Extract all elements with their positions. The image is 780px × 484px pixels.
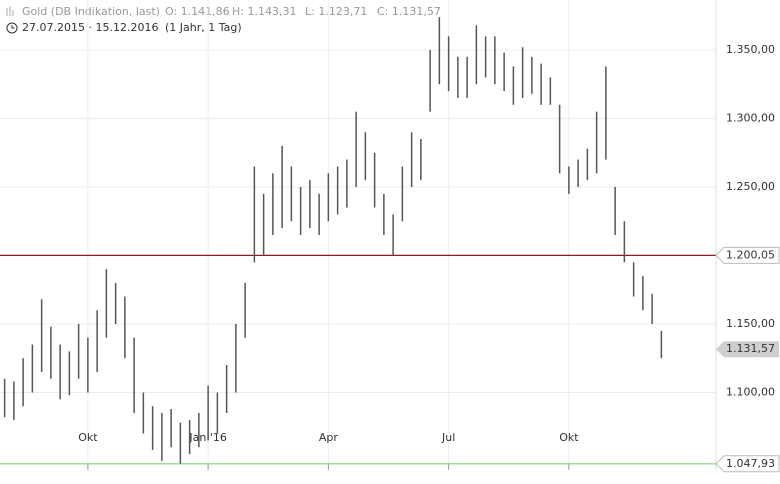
y-tick-label: 1.250,00 <box>726 180 775 193</box>
period: (1 Jahr, 1 Tag) <box>165 21 242 34</box>
chart-icon <box>6 6 14 16</box>
clock-hand <box>11 25 15 29</box>
quote: C: 1.131,57 <box>377 5 441 18</box>
y-tick-label: 1.100,00 <box>726 385 775 398</box>
level-tag <box>715 246 780 264</box>
quote: H: 1.143,31 <box>232 5 296 18</box>
level-label: 1.200,05 <box>726 248 775 261</box>
header: Gold (DB Indikation, last) 27.07.2015 · … <box>6 5 242 34</box>
last-price-tag <box>716 341 779 358</box>
x-tick-label: Apr <box>319 431 339 444</box>
clock-icon <box>6 22 18 34</box>
y-tick-label: 1.300,00 <box>726 111 775 124</box>
date-range: 27.07.2015 · 15.12.2016 <box>22 21 158 34</box>
x-tick-label: Jul <box>441 431 455 444</box>
level-label: 1.047,93 <box>726 457 775 470</box>
x-tick-label: Okt <box>559 431 579 444</box>
x-tick-label: Okt <box>78 431 98 444</box>
chart-title: Gold (DB Indikation, last) <box>22 5 160 18</box>
last-price-label: 1.131,57 <box>726 342 775 355</box>
y-tick-label: 1.350,00 <box>726 43 775 56</box>
quote: L: 1.123,71 <box>305 5 367 18</box>
quote: O: 1.141,86 <box>165 5 230 18</box>
y-tick-label: 1.150,00 <box>726 317 775 330</box>
level-tag <box>715 455 780 473</box>
